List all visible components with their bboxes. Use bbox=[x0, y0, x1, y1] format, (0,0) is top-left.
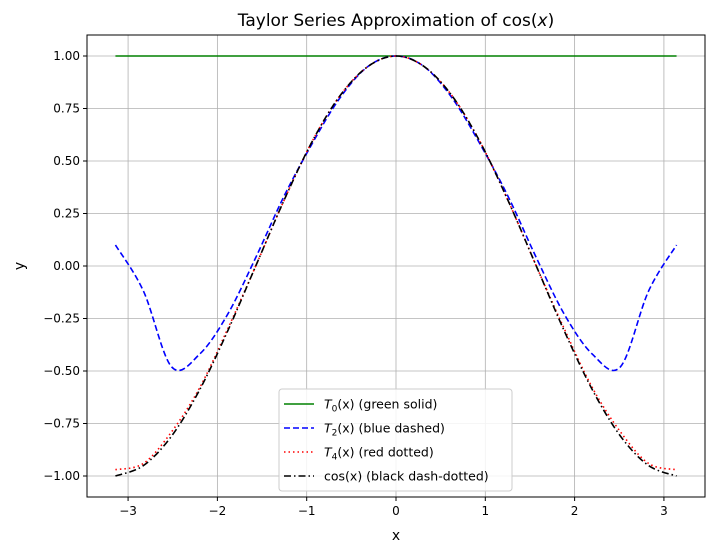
y-tick-label: −0.25 bbox=[43, 312, 80, 326]
series-lines bbox=[114, 55, 678, 477]
x-tick-label: −3 bbox=[119, 504, 137, 518]
legend-box bbox=[278, 388, 513, 492]
series-line-3 bbox=[115, 55, 677, 477]
y-tick-label: 0.25 bbox=[53, 207, 80, 221]
y-tick-label: 0.75 bbox=[53, 102, 80, 116]
y-tick-label: 1.00 bbox=[53, 49, 80, 63]
legend-entry-label: T0(x) (green solid) bbox=[324, 397, 437, 415]
legend-entry-label: T4(x) (red dotted) bbox=[324, 445, 434, 463]
x-tick-label: 0 bbox=[392, 504, 400, 518]
legend-entry-label: T2(x) (blue dashed) bbox=[324, 421, 445, 439]
x-tick-label: 1 bbox=[481, 504, 489, 518]
series-line-2 bbox=[115, 55, 677, 471]
y-tick-label: −1.00 bbox=[43, 469, 80, 483]
x-tick-label: −1 bbox=[298, 504, 316, 518]
y-axis-ticks: 1.00 0.75 0.50 0.25 0.00 −0.25 −0.50 −0.75 −1.00 bbox=[43, 49, 87, 483]
x-tick-label: 2 bbox=[571, 504, 579, 518]
legend-entry-label: cos(x) (black dash-dotted) bbox=[324, 469, 489, 484]
y-tick-label: −0.50 bbox=[43, 364, 80, 378]
y-tick-label: −0.75 bbox=[43, 417, 80, 431]
x-axis-ticks: −3 −2 −1 0 1 2 3 bbox=[119, 497, 668, 518]
x-tick-label: −2 bbox=[209, 504, 227, 518]
x-tick-label: 3 bbox=[660, 504, 668, 518]
y-axis-label: y bbox=[12, 262, 28, 270]
chart-title: Taylor Series Approximation of cos(x) bbox=[237, 11, 554, 31]
y-tick-label: 0.00 bbox=[53, 259, 80, 273]
x-axis-label: x bbox=[392, 528, 400, 544]
legend: T0(x) (green solid) T2(x) (blue dashed) T4… bbox=[278, 388, 513, 492]
y-tick-label: 0.50 bbox=[53, 154, 80, 168]
